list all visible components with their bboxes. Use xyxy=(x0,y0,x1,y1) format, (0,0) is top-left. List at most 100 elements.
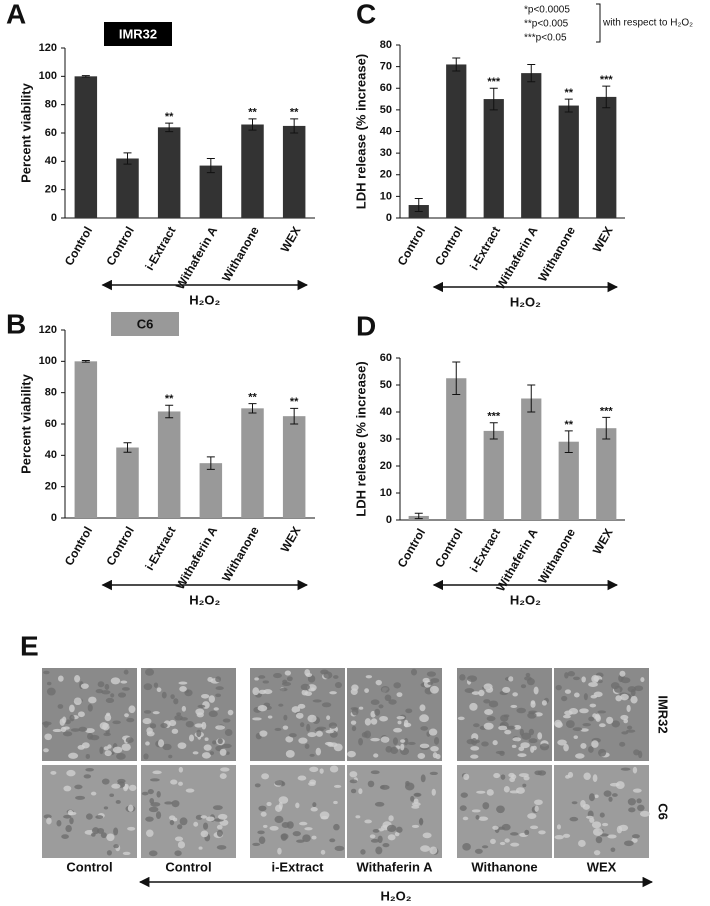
cell xyxy=(299,821,308,826)
cell xyxy=(573,735,578,739)
cell xyxy=(636,798,642,804)
cell xyxy=(430,745,439,752)
micrograph xyxy=(42,765,137,858)
cell xyxy=(380,686,390,693)
cell xyxy=(517,753,527,758)
cell xyxy=(377,835,383,844)
error-bar xyxy=(248,403,257,414)
cell xyxy=(623,718,629,724)
cell xyxy=(349,779,358,784)
cell xyxy=(44,733,52,741)
cell xyxy=(274,780,285,786)
cell xyxy=(504,838,510,843)
cell xyxy=(583,772,591,780)
cell xyxy=(513,724,522,730)
cell xyxy=(80,683,89,689)
micrograph-bg xyxy=(347,765,442,858)
cell xyxy=(73,697,82,706)
cell xyxy=(258,675,266,679)
bar xyxy=(241,124,264,218)
cell xyxy=(174,836,184,842)
cell xyxy=(208,710,218,718)
x-tick-label: i-Extract xyxy=(142,224,178,273)
column-label: i-Extract xyxy=(271,859,324,874)
cell xyxy=(277,847,282,855)
cell xyxy=(116,752,126,760)
cell xyxy=(181,705,186,712)
cell xyxy=(169,820,175,826)
cell xyxy=(628,807,636,813)
cell xyxy=(632,766,638,774)
cell xyxy=(143,753,149,760)
cell xyxy=(358,706,364,710)
cell xyxy=(528,738,538,744)
cell xyxy=(279,687,288,692)
cell xyxy=(372,828,380,833)
cell xyxy=(302,834,311,843)
cell xyxy=(257,705,268,712)
cell xyxy=(215,693,222,698)
cell xyxy=(370,770,380,775)
y-tick-label: 0 xyxy=(51,212,57,224)
error-bar xyxy=(602,416,611,440)
cell xyxy=(410,795,415,802)
cell xyxy=(145,741,150,746)
cell xyxy=(179,686,187,692)
cell xyxy=(564,689,572,694)
bar xyxy=(74,361,98,518)
cell xyxy=(413,798,419,804)
cell xyxy=(309,779,317,785)
cell xyxy=(312,802,317,808)
cell xyxy=(215,725,225,730)
cell xyxy=(78,726,88,732)
cell xyxy=(369,834,376,839)
cell xyxy=(608,796,613,802)
cell xyxy=(520,742,530,749)
cell xyxy=(375,846,383,855)
error-bar xyxy=(527,63,536,83)
error-bar xyxy=(206,158,215,174)
y-tick-label: 60 xyxy=(45,418,57,430)
cell xyxy=(591,740,599,748)
error-bar xyxy=(206,456,215,470)
cell xyxy=(292,831,301,837)
cell xyxy=(297,775,307,781)
cell xyxy=(252,717,262,721)
significance: *** xyxy=(600,405,614,417)
legend-note: *p<0.0005 xyxy=(524,5,570,16)
cell xyxy=(396,826,403,833)
cell xyxy=(177,742,187,749)
cell xyxy=(541,700,547,706)
cell xyxy=(56,820,62,827)
cell xyxy=(592,774,598,783)
x-tick-label: Control xyxy=(432,224,465,268)
panel-letter: A xyxy=(6,0,26,29)
cell xyxy=(606,716,614,725)
cell xyxy=(171,800,180,808)
cell xyxy=(370,718,378,725)
error-bar xyxy=(165,122,174,133)
cell xyxy=(579,708,589,714)
cell xyxy=(198,846,203,850)
cell xyxy=(320,815,329,820)
cell xyxy=(503,786,510,793)
bar xyxy=(446,378,467,520)
cell xyxy=(43,814,52,819)
cell xyxy=(620,767,631,771)
cell xyxy=(598,723,606,728)
cell xyxy=(188,734,195,742)
cell xyxy=(105,697,115,704)
cell xyxy=(127,826,136,831)
cell xyxy=(412,802,421,807)
cell xyxy=(149,798,155,804)
cell xyxy=(469,702,478,711)
cell xyxy=(534,799,543,806)
cell xyxy=(164,801,173,805)
cell xyxy=(481,741,489,747)
legend-caption: with respect to H₂O₂ xyxy=(602,18,693,29)
cell xyxy=(141,791,149,796)
cell xyxy=(462,843,471,851)
significance: ** xyxy=(248,107,257,119)
y-tick-label: 70 xyxy=(380,61,392,73)
group-label: H₂O₂ xyxy=(189,292,220,307)
